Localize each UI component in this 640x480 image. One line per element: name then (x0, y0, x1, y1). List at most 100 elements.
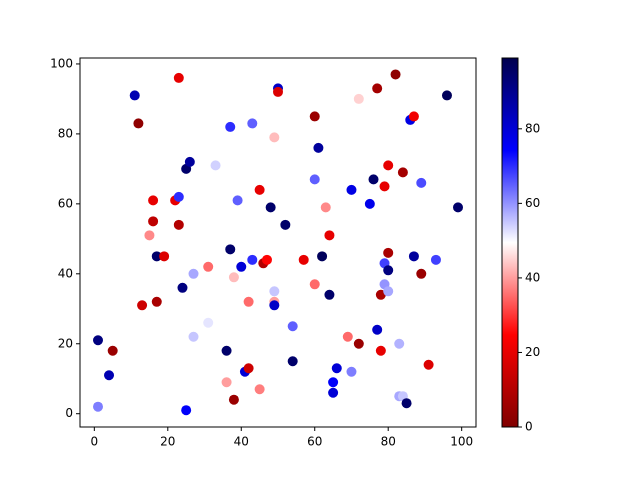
point (247, 118, 258, 129)
point (243, 363, 254, 374)
y-tick-label: 40 (58, 266, 73, 280)
x-tick-label: 0 (91, 435, 99, 449)
point (269, 286, 280, 297)
point (133, 118, 144, 129)
point (151, 251, 162, 262)
point (353, 93, 364, 104)
point (372, 324, 383, 335)
point (364, 198, 375, 209)
point (225, 121, 236, 132)
point (408, 251, 419, 262)
point (383, 247, 394, 258)
point (173, 191, 184, 202)
colorbar-tick-label: 20 (525, 345, 540, 359)
point (269, 300, 280, 311)
point (104, 370, 115, 381)
point (331, 363, 342, 374)
point (287, 321, 298, 332)
point (228, 394, 239, 405)
point (430, 254, 441, 265)
point (383, 286, 394, 297)
point (309, 279, 320, 290)
point (287, 356, 298, 367)
y-tick-label: 100 (50, 56, 73, 70)
point (225, 244, 236, 255)
point (328, 377, 339, 388)
point (184, 156, 195, 167)
point (228, 272, 239, 283)
plot-frame (79, 57, 477, 428)
point (401, 398, 412, 409)
y-tick-label: 20 (58, 336, 73, 350)
x-tick-label: 40 (234, 435, 249, 449)
point (273, 86, 283, 97)
point (203, 261, 214, 272)
point (93, 335, 103, 346)
point (397, 167, 408, 178)
point (243, 296, 254, 307)
point (423, 359, 434, 370)
colorbar-tick-label: 40 (525, 270, 540, 284)
point (346, 366, 357, 377)
point (324, 230, 335, 241)
point (313, 142, 324, 153)
point (247, 254, 258, 265)
y-tick-label: 60 (58, 196, 73, 210)
point (383, 265, 394, 276)
point (368, 174, 379, 185)
point (93, 401, 103, 412)
point (309, 111, 320, 122)
point (236, 261, 247, 272)
x-tick-label: 100 (450, 435, 473, 449)
point (188, 268, 199, 279)
point (309, 174, 320, 185)
point (320, 202, 331, 213)
colorbar-tick-label: 80 (525, 121, 540, 135)
point (416, 268, 427, 279)
point (210, 160, 221, 171)
point (173, 72, 184, 83)
point (177, 282, 188, 293)
point (346, 184, 357, 195)
colorbar-tick-label: 0 (525, 420, 533, 434)
x-tick-label: 80 (381, 435, 396, 449)
point (137, 300, 148, 311)
point (173, 219, 184, 230)
point (353, 338, 364, 349)
y-tick-label: 80 (58, 126, 73, 140)
point (148, 195, 159, 206)
colorbar-tick-label: 60 (525, 196, 540, 210)
point (390, 69, 401, 80)
x-tick-label: 20 (160, 435, 175, 449)
x-tick-label: 60 (307, 435, 322, 449)
point (188, 331, 199, 342)
point (151, 296, 162, 307)
point (129, 90, 140, 101)
point (261, 254, 272, 265)
point (148, 216, 159, 227)
point (254, 384, 265, 395)
point (394, 338, 405, 349)
point (280, 219, 291, 230)
colorbar (501, 57, 519, 428)
point (317, 251, 328, 262)
point (254, 184, 265, 195)
point (328, 387, 339, 398)
point (181, 405, 192, 416)
point (221, 377, 232, 388)
point (379, 181, 390, 192)
point (265, 202, 276, 213)
point (375, 345, 386, 356)
point (453, 202, 463, 213)
point (372, 83, 383, 94)
point (221, 345, 232, 356)
point (342, 331, 353, 342)
point (144, 230, 155, 241)
point (441, 90, 452, 101)
point (324, 289, 335, 300)
point (107, 345, 118, 356)
y-tick-label: 0 (65, 406, 73, 420)
point (232, 195, 243, 206)
point (159, 251, 170, 262)
